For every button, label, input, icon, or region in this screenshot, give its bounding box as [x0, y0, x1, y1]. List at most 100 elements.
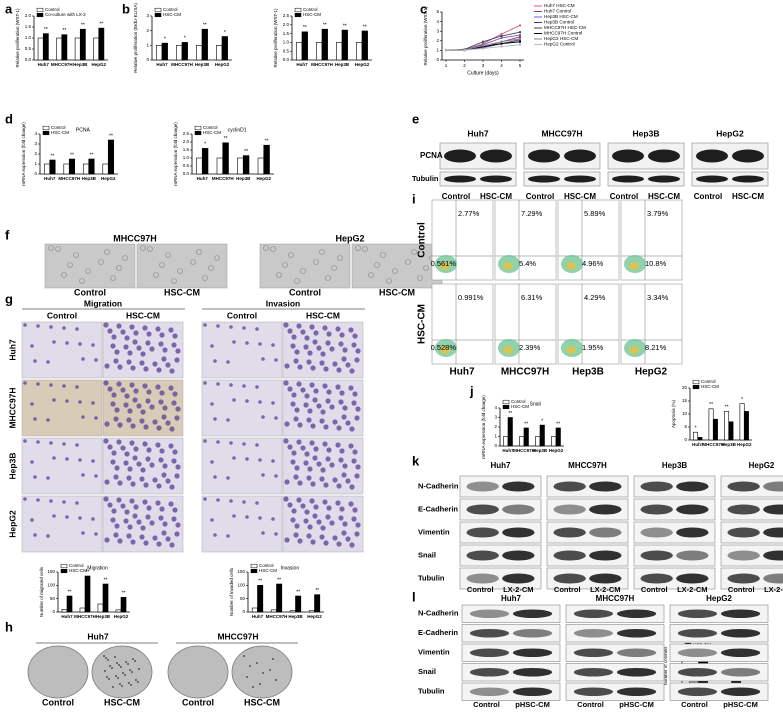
point	[500, 40, 503, 43]
point	[445, 49, 447, 52]
stained-cell	[36, 382, 40, 386]
stained-cell	[291, 334, 297, 340]
x-tick-label: Hep3B	[533, 448, 548, 453]
panel-letter: h	[5, 619, 13, 634]
chart-title: cyclinD1	[228, 127, 247, 133]
x-tick-label: HepG2	[307, 614, 322, 619]
panel-letter: g	[5, 291, 13, 306]
legend-swatch	[502, 399, 510, 405]
stained-cell	[156, 541, 162, 547]
stained-cell	[30, 402, 34, 406]
stained-cell	[130, 481, 136, 487]
stained-cell	[351, 516, 357, 522]
y-tick-label: 4	[436, 19, 439, 24]
blot-band	[466, 550, 499, 561]
stained-cell	[145, 340, 151, 346]
legend-label: Hep3B Control	[544, 20, 574, 25]
stained-cell	[323, 366, 329, 372]
protein-label: Tubulin	[418, 687, 445, 696]
bar	[66, 595, 73, 613]
blot-band	[466, 573, 499, 584]
lane-label: HSC-CM	[732, 192, 764, 201]
blot-band	[573, 667, 614, 677]
blot-band	[676, 550, 709, 561]
blot-band	[466, 504, 499, 515]
stained-cell	[232, 456, 236, 460]
panel-letter: e	[412, 111, 419, 126]
colony	[118, 664, 120, 666]
stained-cell	[296, 497, 302, 503]
legend-label: Control	[259, 563, 274, 568]
stained-cell	[175, 348, 181, 354]
bar	[356, 42, 363, 61]
y-tick-label: 2	[34, 151, 37, 156]
stained-cell	[124, 393, 130, 399]
cell	[61, 272, 67, 278]
x-tick-label: Huh7	[156, 62, 168, 67]
bar	[321, 28, 328, 61]
point	[482, 44, 484, 47]
bar	[551, 436, 557, 447]
y-tick-label: 2.5	[283, 13, 290, 18]
x-tick-label: MHCC97H	[171, 62, 193, 67]
stained-cell	[104, 479, 110, 485]
stained-cell	[242, 326, 246, 330]
blot-frame	[546, 567, 629, 590]
bar	[196, 45, 203, 61]
stained-cell	[171, 516, 177, 522]
colony-dish	[231, 645, 293, 699]
point	[482, 40, 484, 43]
point	[519, 35, 521, 38]
bar	[743, 411, 749, 441]
colony	[129, 669, 131, 671]
x-tick-label: HepG2	[549, 448, 564, 453]
stained-cell	[283, 496, 289, 502]
stained-cell	[255, 385, 259, 389]
cell-line-label: MHCC97H	[217, 631, 258, 641]
stained-cell	[352, 333, 358, 339]
stained-cell	[81, 415, 85, 419]
x-tick-label: MHCC97H	[513, 448, 535, 453]
stained-cell	[229, 383, 233, 387]
significance-label: *	[695, 426, 697, 432]
blot-band	[616, 648, 657, 658]
stained-cell	[355, 522, 361, 528]
blot-band	[502, 527, 535, 538]
stained-cell	[103, 380, 109, 386]
cell	[417, 275, 423, 281]
quadrant-percent: 5.89%	[584, 209, 606, 218]
stained-cell	[36, 498, 40, 502]
x-tick-label: Huh7	[692, 442, 704, 447]
blot-frame	[523, 171, 601, 187]
stained-cell	[313, 388, 319, 394]
legend-swatch	[154, 7, 162, 13]
blot-band	[528, 149, 560, 163]
x-tick-label: Hep3B	[195, 62, 210, 67]
bar	[728, 421, 734, 441]
stained-cell	[142, 441, 148, 447]
stained-cell	[287, 444, 293, 450]
blot-band	[528, 175, 560, 183]
y-tick-label: 5	[684, 424, 687, 429]
blot-frame	[461, 604, 561, 623]
lane-label: Control	[526, 192, 554, 201]
quadrant-percent: 1.95%	[582, 343, 604, 352]
colony	[103, 655, 105, 657]
stained-cell	[310, 423, 316, 429]
colony-dish	[167, 645, 229, 699]
cell-line-label: Hep3B	[572, 367, 604, 378]
y-tick-label: 0	[242, 609, 245, 614]
significance-label: **	[109, 133, 113, 139]
stained-cell	[104, 363, 110, 369]
quadrant-percent: 0.528%	[431, 343, 457, 352]
bar	[503, 436, 509, 447]
blot-band	[469, 609, 510, 619]
stained-cell	[287, 386, 293, 392]
transwell-image	[201, 495, 283, 553]
stained-cell	[75, 327, 79, 331]
micrograph	[351, 243, 443, 289]
cell-line-label: MHCC97H	[541, 128, 582, 138]
stained-cell	[158, 515, 164, 521]
colony	[117, 677, 119, 679]
y-tick-label: 1	[34, 161, 37, 166]
